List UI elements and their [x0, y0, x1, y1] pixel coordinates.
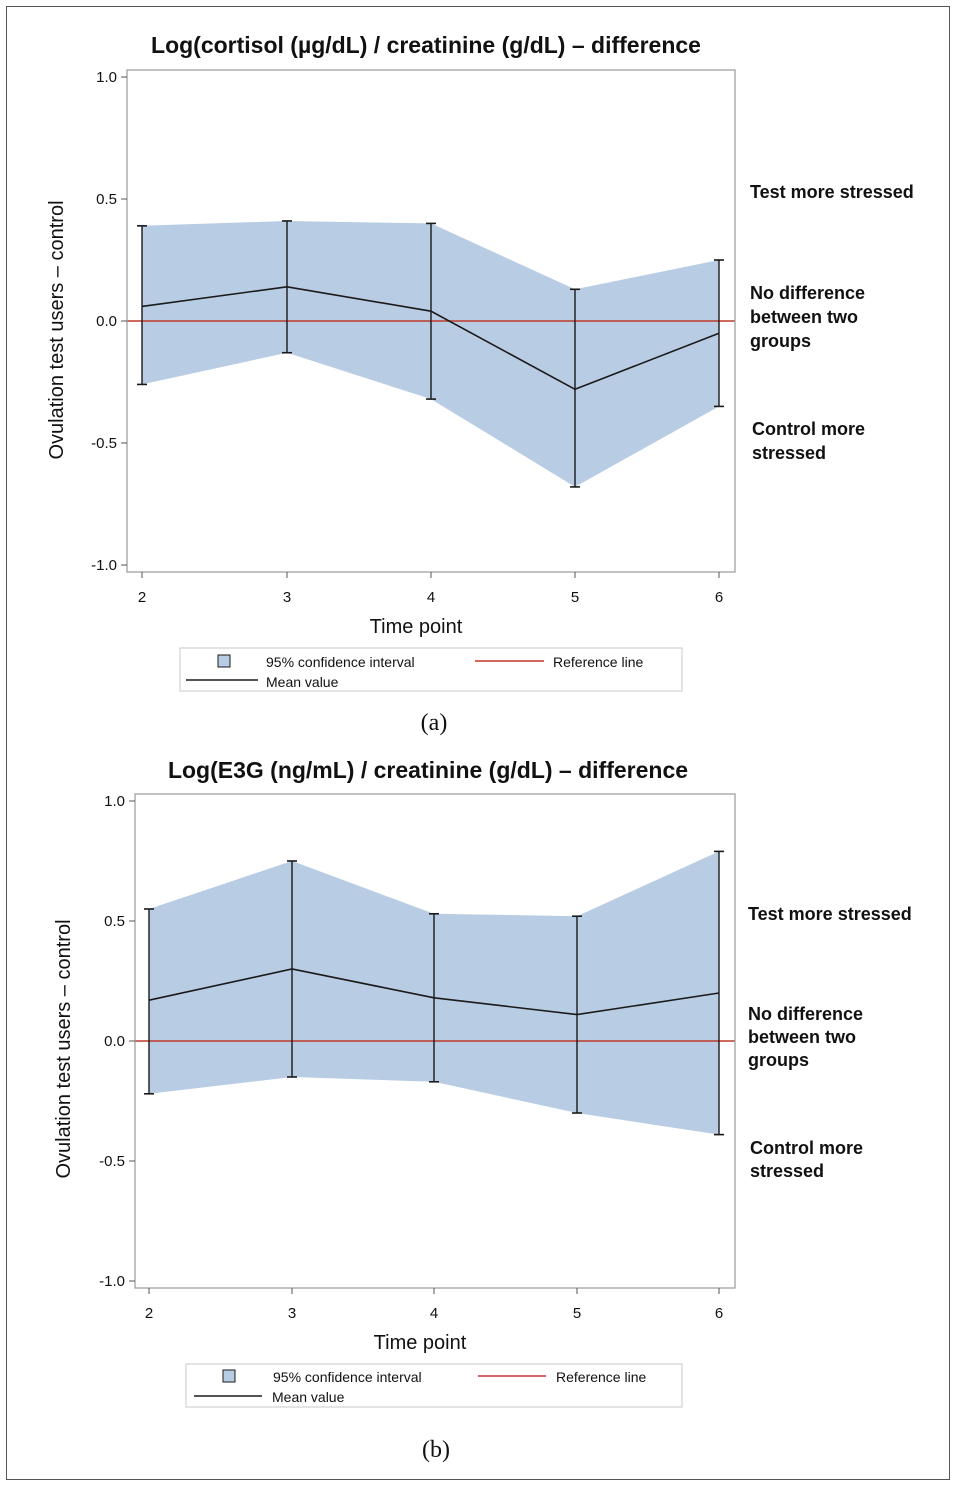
side-label-top: Test more stressed [748, 904, 912, 924]
x-tick-label: 5 [571, 589, 579, 606]
y-tick-label: 0.0 [96, 313, 117, 330]
legend-label-mean: Mean value [272, 1389, 345, 1405]
y-tick-label: 0.0 [104, 1033, 125, 1050]
x-axis-label: Time point [370, 616, 463, 638]
panel-caption: (b) [422, 1437, 450, 1463]
legend-label-ci: 95% confidence interval [273, 1369, 422, 1385]
y-tick-label: -1.0 [99, 1273, 125, 1290]
side-label-mid: No difference [750, 283, 865, 303]
side-label-bottom: Control more [750, 1138, 863, 1158]
side-label-mid: groups [750, 331, 811, 351]
legend-label-ref: Reference line [553, 654, 643, 670]
plot-layers: 1.0 0.5 0.0 -0.5 -1.0 2 3 4 5 6 1.0 0.5 0.0 -0.5 -1.0 2… [91, 69, 735, 1322]
legend-label-ref: Reference line [556, 1369, 646, 1385]
legend-swatch-ci [218, 655, 230, 667]
x-axis-label: Time point [374, 1332, 467, 1354]
x-tick-label: 4 [427, 589, 435, 606]
legend-swatch-ci [223, 1370, 235, 1382]
x-tick-label: 6 [715, 1305, 723, 1322]
chart-a: 1.0 0.5 0.0 -0.5 -1.0 2 3 4 5 6 [91, 69, 735, 606]
x-tick-label: 5 [573, 1305, 581, 1322]
x-tick-label: 6 [715, 589, 723, 606]
chart-title: Log(cortisol (µg/dL) / creatinine (g/dL)… [151, 32, 701, 58]
side-label-bottom: stressed [750, 1161, 824, 1181]
y-tick-label: 0.5 [104, 913, 125, 930]
side-label-top: Test more stressed [750, 182, 914, 202]
x-tick-label: 2 [138, 589, 146, 606]
legend-label-mean: Mean value [266, 674, 339, 690]
y-axis-label: Ovulation test users – control [46, 200, 68, 459]
panel-caption: (a) [421, 710, 448, 736]
y-tick-label: 1.0 [104, 793, 125, 810]
y-tick-label: 0.5 [96, 191, 117, 208]
y-axis-label: Ovulation test users – control [53, 919, 75, 1178]
x-tick-label: 3 [288, 1305, 296, 1322]
x-tick-label: 4 [430, 1305, 438, 1322]
y-tick-label: -1.0 [91, 557, 117, 574]
side-label-mid: between two [748, 1027, 856, 1047]
y-tick-label: -0.5 [99, 1153, 125, 1170]
y-tick-label: 1.0 [96, 69, 117, 86]
legend-label-ci: 95% confidence interval [266, 654, 415, 670]
x-tick-label: 3 [283, 589, 291, 606]
chart-b: 1.0 0.5 0.0 -0.5 -1.0 2 3 4 5 6 [99, 793, 735, 1322]
x-tick-label: 2 [145, 1305, 153, 1322]
y-tick-label: -0.5 [91, 435, 117, 452]
side-label-mid: No difference [748, 1004, 863, 1024]
side-label-bottom: Control more [752, 419, 865, 439]
side-label-mid: groups [748, 1050, 809, 1070]
chart-title: Log(E3G (ng/mL) / creatinine (g/dL) – di… [168, 757, 688, 783]
side-label-mid: between two [750, 307, 858, 327]
side-label-bottom: stressed [752, 443, 826, 463]
